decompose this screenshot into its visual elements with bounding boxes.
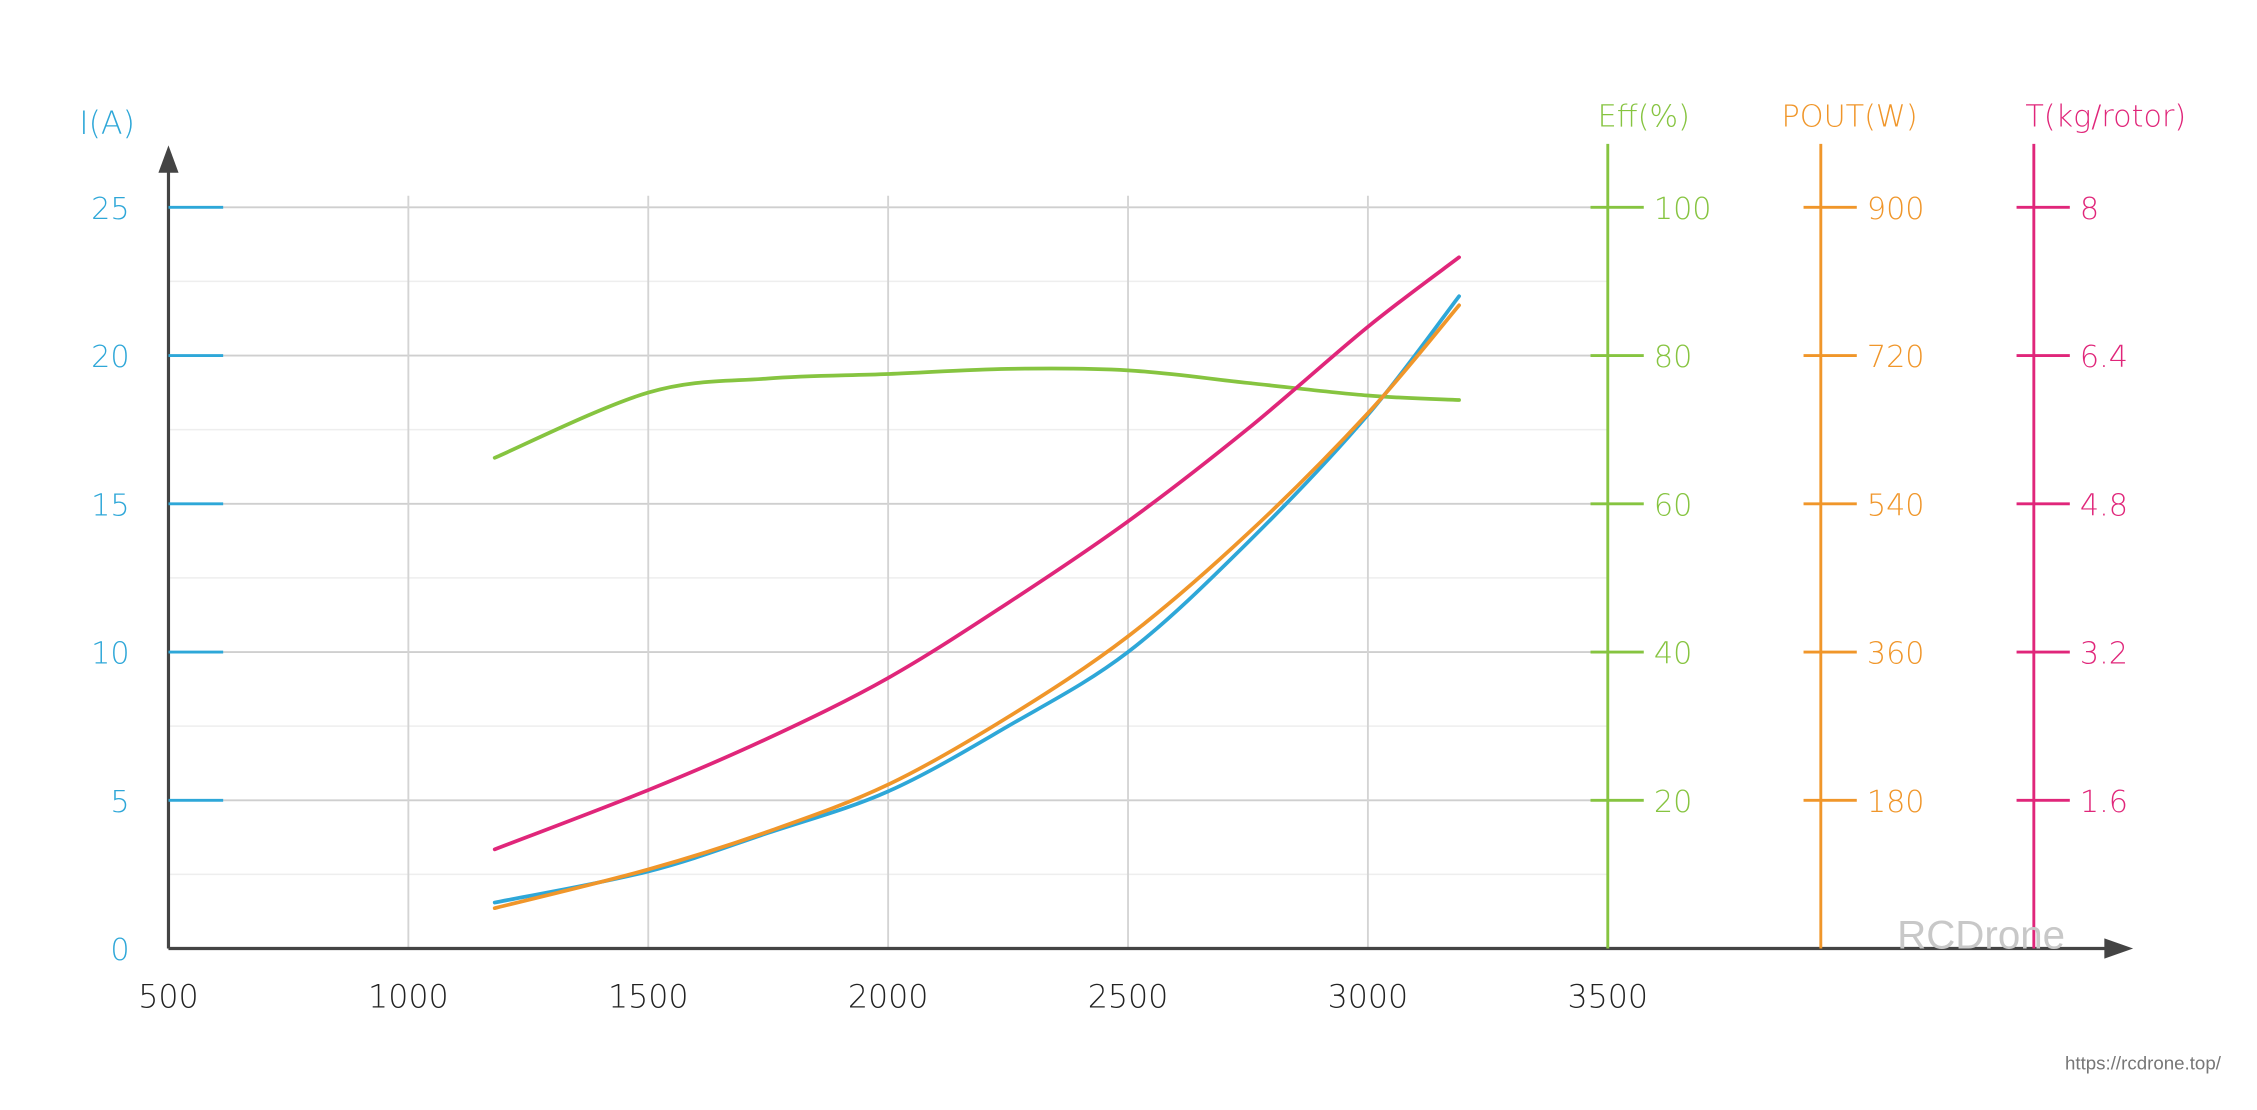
labels: 500 1000 1500 2000 2500 3000 3500 I(A) 0 5 10 15 20 2… [79,100,2186,1016]
y-tick-label: 0 [110,933,129,968]
watermark: RCDrone [1897,913,2065,958]
y-tick-label: 10 [91,637,129,672]
t-tick-label: 6.4 [2080,340,2128,375]
series-line-t [492,255,1461,852]
x-tick-label: 2000 [848,980,929,1016]
eff-tick-label: 60 [1654,488,1692,523]
series-line-pout [492,303,1461,911]
y-axis-arrow-icon [158,145,179,173]
t-axis-title: T(kg/rotor) [2025,100,2186,135]
x-axis-arrow-icon [2104,938,2134,959]
axes [158,143,2134,959]
x-tick-label: 1500 [608,980,689,1016]
series-lines [492,255,1461,911]
x-tick-label: 1000 [368,980,449,1016]
pout-tick-label: 360 [1867,637,1925,672]
eff-axis-title: Eff(%) [1598,100,1690,135]
eff-tick-label: 40 [1654,637,1692,672]
t-tick-label: 1.6 [2080,785,2128,820]
t-tick-label: 3.2 [2080,637,2128,672]
y-axis-title: I(A) [79,106,135,142]
pout-tick-label: 720 [1867,340,1925,375]
y-tick-label: 20 [91,340,129,375]
y-tick-label: 5 [110,785,129,820]
y-tick-label: 25 [91,192,129,227]
x-tick-label: 500 [138,980,198,1016]
pout-tick-label: 180 [1867,785,1925,820]
t-tick-label: 4.8 [2080,488,2128,523]
t-tick-label: 8 [2080,192,2099,227]
y-tick-label: 15 [91,488,129,523]
series-line-eff [492,366,1461,460]
x-tick-label: 3000 [1328,980,1409,1016]
series-line-i [492,294,1461,905]
x-tick-label: 2500 [1088,980,1169,1016]
eff-tick-label: 80 [1654,340,1692,375]
eff-tick-label: 100 [1654,192,1712,227]
pout-tick-label: 540 [1867,488,1925,523]
pout-axis-title: POUT(W) [1782,100,1918,135]
grid [168,195,1608,949]
eff-tick-label: 20 [1654,785,1692,820]
source-url[interactable]: https://rcdrone.top/ [2065,1052,2222,1073]
x-tick-label: 3500 [1568,980,1649,1016]
pout-tick-label: 900 [1867,192,1925,227]
